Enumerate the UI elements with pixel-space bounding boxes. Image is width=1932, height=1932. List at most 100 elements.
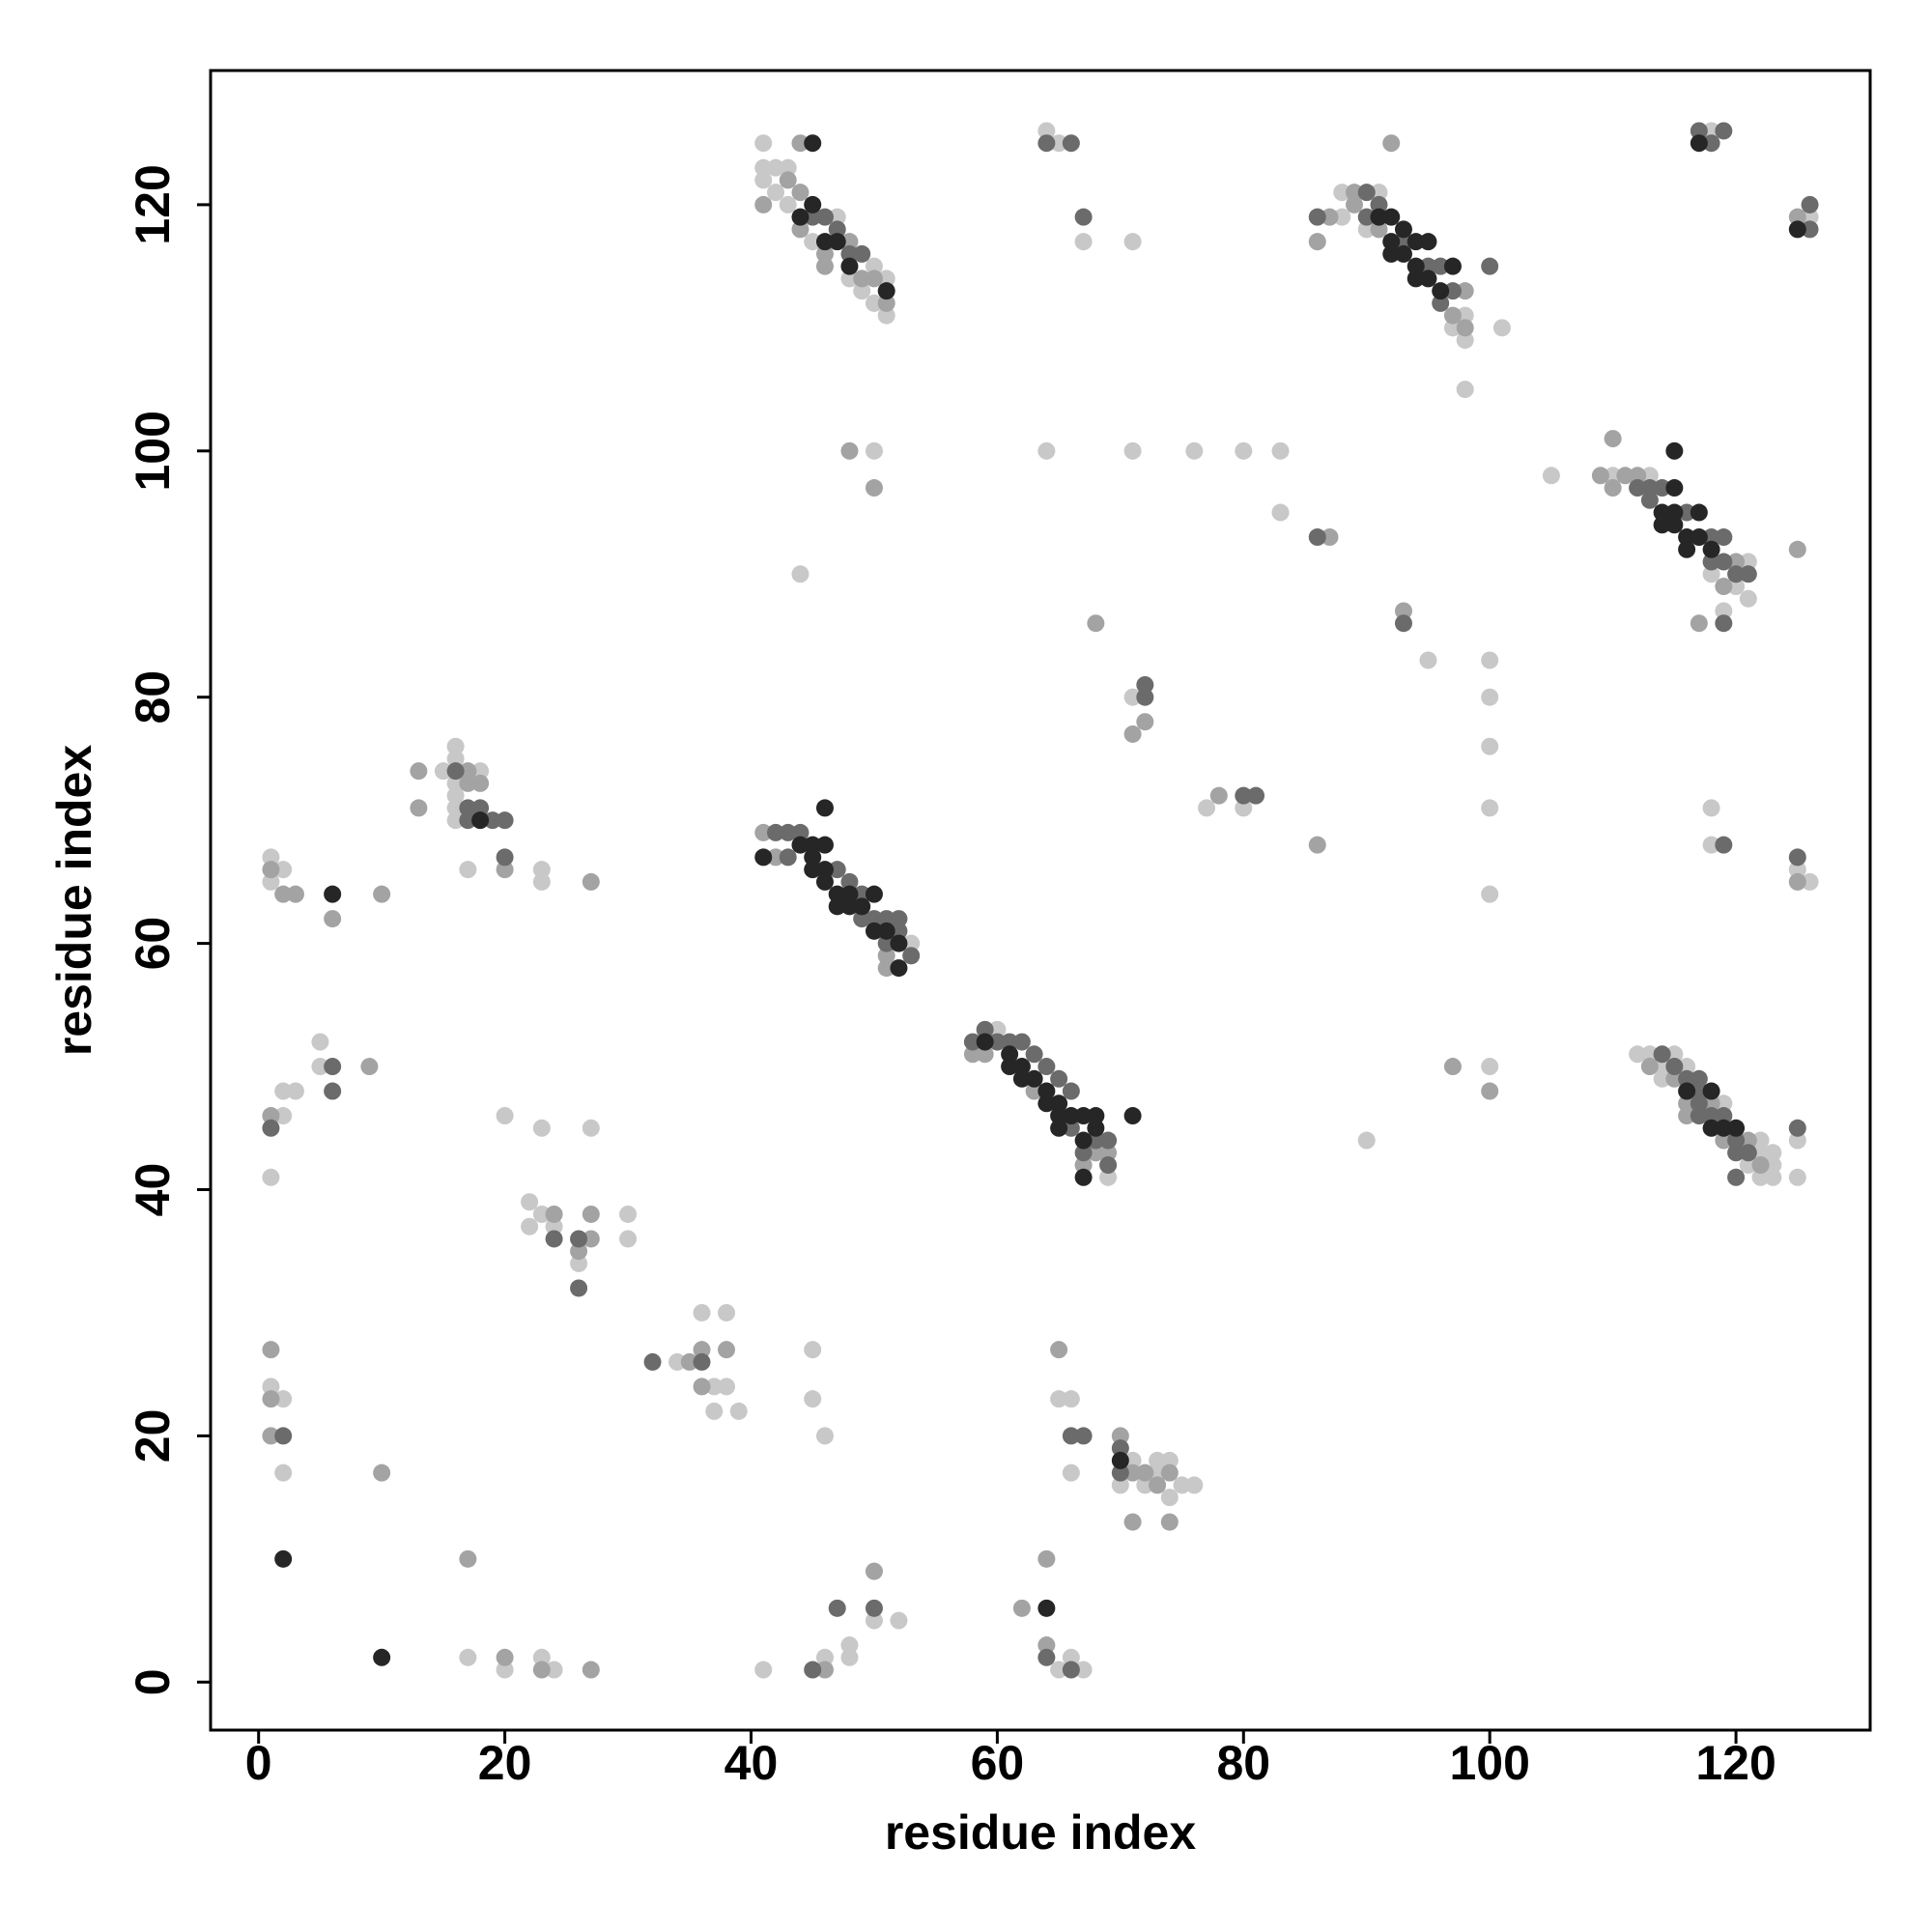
- point: [1357, 220, 1376, 239]
- point: [1149, 1463, 1167, 1482]
- point: [1690, 1094, 1708, 1113]
- point: [1481, 651, 1499, 669]
- point: [1653, 503, 1671, 522]
- point: [791, 836, 810, 854]
- point: [545, 1217, 563, 1236]
- point: [1209, 786, 1228, 805]
- point: [976, 1020, 994, 1038]
- point: [262, 861, 280, 879]
- point: [1062, 1082, 1080, 1100]
- point: [693, 1303, 711, 1321]
- point: [471, 811, 490, 830]
- point: [570, 1230, 588, 1248]
- point: [988, 1020, 1007, 1038]
- point: [311, 1058, 329, 1076]
- point: [1382, 208, 1401, 226]
- point: [1087, 1144, 1105, 1162]
- point: [804, 134, 822, 153]
- point: [1801, 872, 1819, 891]
- point: [1074, 1168, 1093, 1186]
- point: [1542, 467, 1560, 485]
- point: [1123, 1513, 1142, 1531]
- point: [1037, 441, 1056, 460]
- point: [815, 1661, 834, 1679]
- point: [1727, 1131, 1746, 1150]
- point: [1099, 1144, 1118, 1162]
- point: [902, 947, 921, 965]
- point: [1702, 799, 1720, 817]
- point: [1012, 1058, 1031, 1076]
- point: [570, 1242, 588, 1261]
- point: [1025, 1069, 1043, 1088]
- point: [1235, 786, 1253, 805]
- point: [840, 244, 859, 263]
- point: [840, 872, 859, 891]
- point: [1801, 220, 1819, 239]
- point: [1321, 528, 1339, 547]
- point: [804, 848, 822, 867]
- point: [1111, 1451, 1129, 1469]
- point: [1739, 589, 1757, 608]
- point: [815, 836, 834, 854]
- point: [1074, 233, 1093, 251]
- point: [718, 1303, 736, 1321]
- point: [1050, 1341, 1068, 1359]
- point: [1715, 528, 1733, 547]
- point: [471, 799, 490, 817]
- point: [877, 922, 895, 940]
- point: [1665, 516, 1684, 534]
- point: [1111, 1427, 1129, 1445]
- point: [1099, 1168, 1118, 1186]
- point: [1050, 1069, 1068, 1088]
- point: [1123, 688, 1142, 706]
- point: [1123, 1107, 1142, 1125]
- point: [1751, 1144, 1770, 1162]
- point: [853, 270, 871, 288]
- point: [1370, 208, 1388, 226]
- point: [840, 441, 859, 460]
- point: [1062, 1463, 1080, 1482]
- point: [1715, 553, 1733, 571]
- point: [791, 823, 810, 841]
- point: [865, 1611, 883, 1630]
- point: [1788, 861, 1806, 879]
- point: [1739, 565, 1757, 583]
- point: [1715, 1131, 1733, 1150]
- point: [274, 861, 293, 879]
- point: [1751, 1156, 1770, 1175]
- point: [804, 836, 822, 854]
- point: [680, 1352, 698, 1371]
- point: [1037, 1549, 1056, 1568]
- point: [532, 1119, 551, 1137]
- point: [545, 1661, 563, 1679]
- point: [828, 897, 846, 916]
- point: [1136, 675, 1154, 694]
- point: [1037, 1094, 1056, 1113]
- point: [410, 799, 428, 817]
- point: [963, 1033, 981, 1051]
- point: [1111, 1439, 1129, 1458]
- point: [1308, 233, 1326, 251]
- point: [1678, 1069, 1696, 1088]
- point: [1702, 1082, 1720, 1100]
- point: [1715, 122, 1733, 140]
- point: [865, 1599, 883, 1617]
- point: [1062, 1648, 1080, 1666]
- point: [483, 811, 501, 830]
- point: [1062, 1661, 1080, 1679]
- point: [1764, 1144, 1782, 1162]
- point: [262, 1107, 280, 1125]
- point: [1678, 1107, 1696, 1125]
- point: [877, 282, 895, 300]
- point: [1640, 491, 1659, 509]
- point: [1690, 1082, 1708, 1100]
- point: [570, 1254, 588, 1272]
- point: [1050, 1119, 1068, 1137]
- point: [1678, 503, 1696, 522]
- y-tick-label: 0: [126, 1668, 180, 1695]
- point: [1690, 134, 1708, 153]
- point: [1382, 233, 1401, 251]
- point: [1443, 319, 1462, 337]
- point: [1001, 1045, 1019, 1064]
